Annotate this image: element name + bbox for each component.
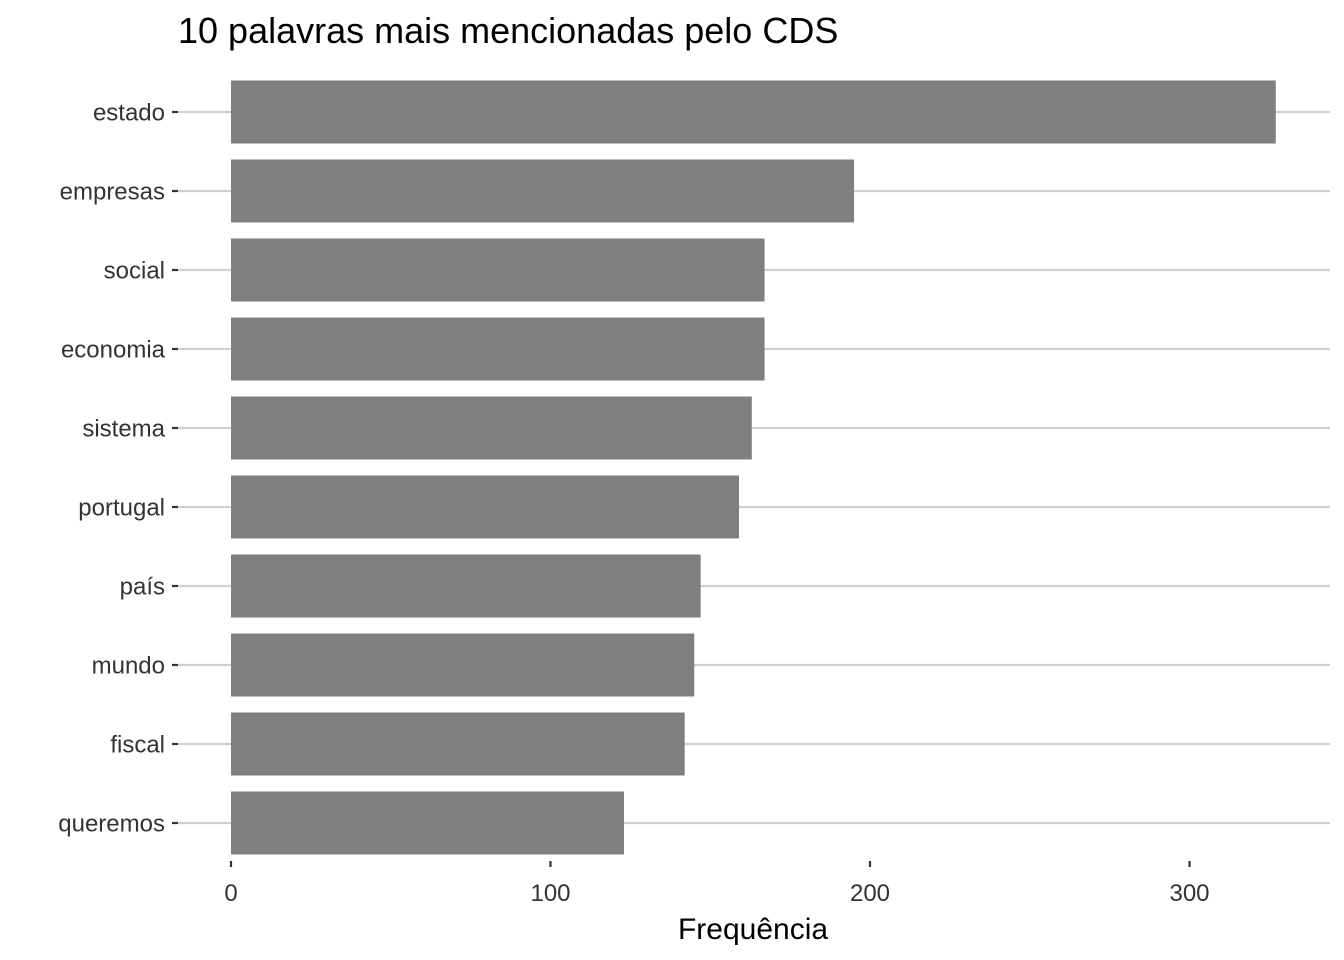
bar-estado [231, 80, 1276, 144]
y-tick-label: queremos [58, 811, 165, 838]
y-axis: estado empresas social economia sistema portu… [58, 100, 178, 838]
y-tick-label: empresas [60, 179, 165, 206]
bar-economia [231, 317, 765, 381]
y-tick-label: sistema [82, 416, 165, 443]
y-tick-label: economia [61, 337, 166, 364]
x-axis: 0 100 200 300 [224, 861, 1210, 907]
x-tick-label: 0 [224, 880, 237, 907]
bar-social [231, 238, 765, 302]
bars [231, 80, 1276, 855]
y-tick-label: portugal [78, 495, 165, 522]
y-tick-label: social [104, 258, 165, 285]
bar-sistema [231, 396, 752, 460]
bar-queremos [231, 791, 624, 855]
y-tick-label: estado [93, 100, 165, 127]
chart-title: 10 palavras mais mencionadas pelo CDS [178, 10, 838, 51]
x-tick-label: 200 [850, 880, 890, 907]
y-tick-label: mundo [92, 653, 165, 680]
bar-portugal [231, 475, 740, 539]
bar-país [231, 554, 701, 618]
x-axis-title: Frequência [678, 913, 828, 946]
bar-fiscal [231, 712, 685, 776]
bar-empresas [231, 159, 855, 223]
x-tick-label: 100 [530, 880, 570, 907]
bar-mundo [231, 633, 695, 697]
y-tick-label: fiscal [110, 732, 165, 759]
y-tick-label: país [120, 574, 165, 601]
x-tick-label: 300 [1169, 880, 1209, 907]
